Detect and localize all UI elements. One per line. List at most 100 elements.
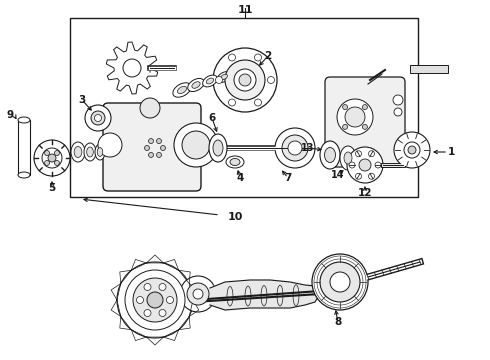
Polygon shape [179, 270, 190, 284]
Circle shape [144, 310, 151, 316]
Text: 1: 1 [448, 147, 455, 157]
Circle shape [161, 145, 166, 150]
Circle shape [363, 105, 368, 109]
Ellipse shape [220, 74, 227, 80]
Circle shape [345, 107, 365, 127]
Text: 2: 2 [265, 51, 271, 61]
Circle shape [156, 139, 162, 144]
Circle shape [393, 95, 403, 105]
Circle shape [91, 111, 105, 125]
Ellipse shape [177, 86, 187, 94]
Circle shape [349, 162, 355, 168]
Circle shape [330, 272, 350, 292]
Circle shape [282, 135, 308, 161]
Ellipse shape [87, 147, 93, 157]
Ellipse shape [203, 75, 218, 87]
Circle shape [368, 151, 374, 157]
Circle shape [254, 99, 262, 106]
Ellipse shape [84, 143, 96, 161]
Circle shape [156, 152, 162, 157]
Polygon shape [147, 337, 164, 345]
Ellipse shape [226, 156, 244, 168]
Circle shape [140, 98, 160, 118]
Circle shape [275, 128, 315, 168]
Ellipse shape [192, 82, 200, 88]
Circle shape [394, 108, 402, 116]
Polygon shape [131, 260, 147, 270]
Circle shape [404, 142, 420, 158]
Ellipse shape [344, 152, 352, 164]
Circle shape [159, 284, 166, 291]
Polygon shape [106, 42, 158, 94]
Text: 11: 11 [237, 5, 253, 15]
Circle shape [216, 77, 222, 84]
Ellipse shape [97, 148, 103, 156]
Circle shape [180, 276, 216, 312]
Ellipse shape [324, 148, 336, 162]
Ellipse shape [74, 147, 82, 158]
Circle shape [356, 173, 362, 179]
Circle shape [408, 146, 416, 154]
Polygon shape [111, 284, 121, 300]
Circle shape [45, 150, 49, 156]
Text: 6: 6 [208, 113, 216, 123]
Circle shape [356, 151, 362, 157]
Ellipse shape [173, 83, 191, 97]
Circle shape [148, 139, 153, 144]
Text: 5: 5 [49, 183, 56, 193]
Polygon shape [164, 330, 179, 341]
Circle shape [288, 141, 302, 155]
Polygon shape [189, 300, 199, 316]
Polygon shape [120, 270, 131, 284]
Polygon shape [131, 330, 147, 341]
Circle shape [225, 60, 265, 100]
Ellipse shape [340, 146, 356, 170]
Circle shape [137, 297, 144, 303]
Circle shape [125, 270, 185, 330]
Polygon shape [189, 284, 199, 300]
Circle shape [375, 162, 381, 168]
Circle shape [133, 278, 177, 322]
Circle shape [174, 123, 218, 167]
Polygon shape [111, 300, 121, 316]
Circle shape [85, 105, 111, 131]
Circle shape [337, 99, 373, 135]
Circle shape [347, 147, 383, 183]
Circle shape [167, 297, 173, 303]
Circle shape [187, 283, 209, 305]
Circle shape [312, 254, 368, 310]
Circle shape [368, 173, 374, 179]
Circle shape [98, 133, 122, 157]
Ellipse shape [188, 78, 204, 91]
Text: 13: 13 [301, 143, 315, 153]
Circle shape [234, 69, 256, 91]
Circle shape [394, 132, 430, 168]
Circle shape [320, 262, 360, 302]
Ellipse shape [320, 141, 340, 169]
Polygon shape [179, 316, 190, 330]
Polygon shape [147, 255, 164, 263]
Text: 9: 9 [7, 110, 14, 120]
Circle shape [254, 54, 262, 61]
Text: 10: 10 [227, 212, 243, 222]
Text: 8: 8 [334, 317, 342, 327]
Polygon shape [164, 260, 179, 270]
Ellipse shape [217, 72, 231, 82]
Circle shape [228, 99, 236, 106]
Ellipse shape [213, 140, 223, 156]
Circle shape [268, 77, 274, 84]
Bar [410, 65, 448, 73]
Circle shape [159, 310, 166, 316]
Circle shape [45, 161, 49, 166]
Circle shape [182, 131, 210, 159]
Ellipse shape [209, 134, 227, 162]
Circle shape [48, 154, 56, 162]
Circle shape [148, 152, 153, 157]
Circle shape [95, 114, 101, 122]
Circle shape [144, 284, 151, 291]
Circle shape [34, 140, 70, 176]
Circle shape [343, 125, 347, 129]
Circle shape [145, 145, 149, 150]
Text: 7: 7 [284, 173, 292, 183]
Text: 14: 14 [331, 170, 345, 180]
